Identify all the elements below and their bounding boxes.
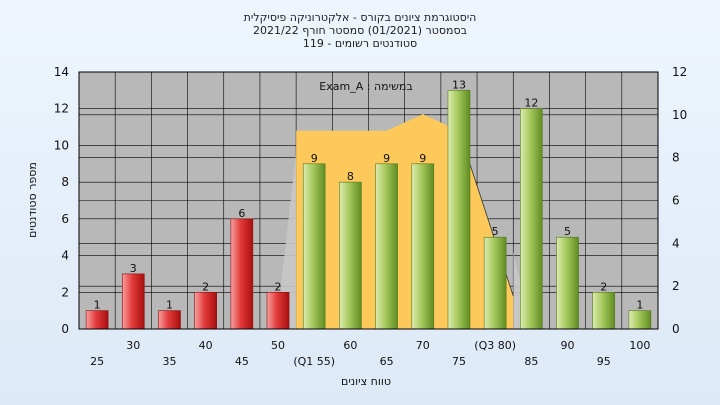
y-tick-label: 12	[54, 102, 69, 116]
x-tick-label: 85	[524, 355, 538, 368]
bar-65	[375, 163, 398, 330]
bar-70	[411, 163, 435, 330]
x-axis-label: טווח ציונים	[341, 375, 391, 388]
bar-value-label: 9	[383, 152, 390, 165]
x-tick-label: 70	[416, 339, 430, 352]
x-tick-label: 90	[561, 339, 575, 352]
bar-value-label: 2	[275, 280, 282, 293]
x-tick-label: 30	[126, 339, 140, 352]
x-tick-label: 100	[629, 339, 650, 352]
y2-tick-label: 4	[672, 236, 680, 250]
x-tick-label: 65	[380, 355, 394, 368]
y-tick-label: 10	[54, 138, 69, 152]
y-tick-label: 2	[61, 285, 69, 299]
bar-90	[556, 236, 579, 330]
bar-value-label: 9	[311, 152, 318, 165]
bar-85	[520, 108, 543, 330]
y2-tick-label: 2	[672, 279, 680, 293]
x-tick-label: 60	[343, 339, 357, 352]
x-tick-label: 25	[90, 355, 104, 368]
bar-60	[339, 181, 362, 330]
y2-tick-label: 10	[672, 108, 687, 122]
y-tick-label: 6	[61, 212, 69, 226]
x-tick-label: 50	[271, 339, 285, 352]
y2-tick-label: 8	[672, 151, 680, 165]
lower-whisker-area	[276, 152, 297, 329]
bar-value-label: 1	[636, 299, 643, 312]
bar-Q380	[483, 236, 507, 330]
x-tick-label: 95	[597, 355, 611, 368]
x-tick-label: (Q3 80)	[474, 339, 516, 352]
x-tick-label: 75	[452, 355, 466, 368]
y2-tick-label: 0	[672, 322, 680, 336]
chart-title: היסטוגרמת ציונים בקורס - אלקטרוניקה פיסי…	[243, 11, 477, 24]
bar-40	[194, 291, 217, 330]
x-tick-label: 40	[199, 339, 213, 352]
y-axis-label: מספר סטודנטים	[26, 162, 39, 238]
bar-value-label: 2	[202, 280, 209, 293]
x-tick-label: 35	[162, 355, 176, 368]
bar-value-label: 5	[492, 225, 499, 238]
bar-50	[266, 291, 290, 330]
bar-value-label: 8	[347, 170, 354, 183]
x-tick-label: (Q1 55)	[293, 355, 335, 368]
y-tick-label: 8	[61, 175, 69, 189]
y2-tick-label: 12	[672, 65, 687, 79]
y-tick-label: 14	[54, 65, 69, 79]
y-tick-label: 4	[61, 249, 69, 263]
chart-subtitle-semester: בסמסטר (01/2021) סמסטר חורף 2021/22	[253, 24, 467, 37]
bar-value-label: 1	[94, 299, 101, 312]
bar-45	[230, 218, 254, 330]
bar-value-label: 9	[419, 152, 426, 165]
task-annotation: במשימה : Exam_A	[319, 80, 412, 93]
bar-Q155	[302, 163, 326, 330]
bar-35	[158, 310, 181, 330]
bar-value-label: 13	[452, 78, 466, 91]
bar-100	[628, 310, 652, 330]
chart-subtitle-students: סטודנטים רשומים - 119	[302, 37, 418, 50]
bar-value-label: 3	[130, 262, 137, 275]
y2-tick-label: 6	[672, 194, 680, 208]
bar-30	[121, 273, 145, 330]
bar-value-label: 6	[238, 207, 245, 220]
bar-25	[85, 310, 109, 330]
x-tick-label: 45	[235, 355, 249, 368]
bar-value-label: 1	[166, 299, 173, 312]
bar-75	[447, 90, 471, 330]
bar-95	[592, 291, 616, 330]
bar-value-label: 2	[600, 280, 607, 293]
y-tick-label: 0	[61, 322, 69, 336]
bar-value-label: 5	[564, 225, 571, 238]
bar-value-label: 12	[524, 97, 538, 110]
plot-frame	[78, 71, 659, 330]
